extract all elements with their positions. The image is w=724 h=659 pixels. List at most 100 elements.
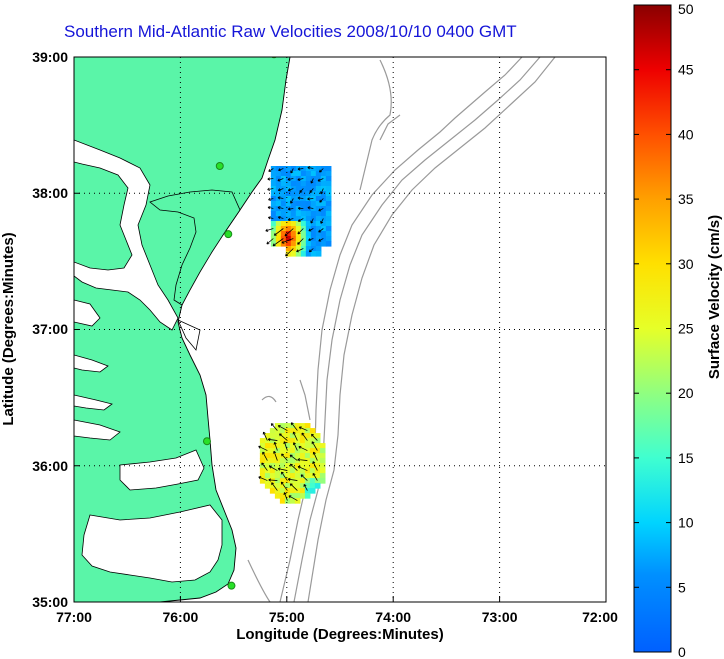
velocity-arrow (317, 178, 324, 182)
velocity-cell (279, 488, 286, 494)
velocity-cell (305, 231, 312, 237)
velocity-arrow (318, 238, 324, 242)
velocity-cell (259, 468, 266, 474)
x-axis-label: Longitude (Degrees:Minutes) (236, 626, 444, 643)
velocity-cell (310, 231, 317, 237)
velocity-cell (310, 186, 317, 192)
velocity-cell (290, 221, 297, 227)
velocity-cell (269, 473, 276, 479)
velocity-cell (299, 458, 306, 464)
velocity-arrow (310, 218, 314, 224)
velocity-cell (315, 201, 322, 207)
velocity-arrow (290, 422, 298, 431)
velocity-cell (280, 211, 287, 217)
velocity-cell (269, 483, 276, 489)
velocity-cell (259, 453, 266, 459)
velocity-cell (289, 493, 296, 499)
velocity-cell (325, 231, 332, 237)
estuaries (74, 139, 223, 583)
x-tick-label: 77:00 (56, 609, 92, 625)
velocity-cell (259, 478, 266, 484)
velocity-cell (294, 473, 301, 479)
velocity-cell (279, 448, 286, 454)
velocity-arrow (319, 198, 324, 203)
velocity-cell (299, 448, 306, 454)
velocity-cell (305, 236, 312, 242)
velocity-cell (285, 186, 292, 192)
velocity-vectors (258, 166, 324, 501)
velocity-cell (274, 478, 281, 484)
velocity-cell (320, 226, 327, 232)
velocity-arrow (290, 198, 294, 204)
velocity-cell (269, 463, 276, 469)
velocity-cell (264, 453, 271, 459)
velocity-cell (320, 166, 327, 172)
velocity-cell (259, 438, 266, 444)
colorbar-label: Surface Velocity (cm/s) (706, 215, 723, 379)
velocity-cell (295, 246, 302, 252)
velocity-cell (274, 473, 281, 479)
velocity-cell (314, 443, 321, 449)
velocity-arrow (258, 445, 268, 451)
velocity-cell (269, 433, 276, 439)
velocity-arrow (277, 216, 284, 220)
velocity-cell (284, 438, 291, 444)
velocity-cell (305, 181, 312, 187)
velocity-cell (319, 443, 326, 449)
velocity-cell (320, 206, 327, 212)
velocity-cell (294, 443, 301, 449)
velocity-cell (289, 473, 296, 479)
velocity-cell (295, 201, 302, 207)
velocity-cell (270, 186, 277, 192)
velocity-arrow (312, 451, 318, 461)
velocity-cell (285, 181, 292, 187)
velocity-field-south (259, 423, 326, 504)
velocity-cell (274, 443, 281, 449)
velocity-cell (290, 191, 297, 197)
y-tick-label: 38:00 (32, 185, 68, 201)
velocity-cell (290, 196, 297, 202)
velocity-cell (269, 438, 276, 444)
velocity-cell (275, 171, 282, 177)
velocity-cell (294, 483, 301, 489)
velocity-cell (284, 428, 291, 434)
velocity-cell (264, 443, 271, 449)
velocity-cell (304, 483, 311, 489)
velocity-cell (310, 206, 317, 212)
velocity-cell (289, 468, 296, 474)
velocity-cell (274, 493, 281, 499)
velocity-cell (299, 463, 306, 469)
velocity-cell (309, 453, 316, 459)
velocity-cell (315, 176, 322, 182)
velocity-arrow (285, 248, 294, 257)
velocity-cell (264, 478, 271, 484)
velocity-arrow (261, 462, 268, 471)
velocity-cell (284, 458, 291, 464)
velocity-arrow (271, 482, 278, 491)
velocity-cell (314, 433, 321, 439)
velocity-cell (279, 443, 286, 449)
velocity-cell (299, 433, 306, 439)
velocity-cell (294, 438, 301, 444)
velocity-arrow (318, 228, 324, 233)
velocity-cell (299, 438, 306, 444)
velocity-cell (270, 181, 277, 187)
velocity-cell (304, 448, 311, 454)
velocity-cell (309, 443, 316, 449)
velocity-cell (264, 458, 271, 464)
velocity-cell (285, 246, 292, 252)
velocity-cell (305, 211, 312, 217)
velocity-cell (279, 493, 286, 499)
velocity-cell (294, 428, 301, 434)
y-tick-label: 36:00 (32, 458, 68, 474)
velocity-cell (305, 251, 312, 257)
velocity-cell (279, 468, 286, 474)
velocity-arrow (287, 188, 294, 192)
velocity-cell (315, 171, 322, 177)
velocity-cell (305, 241, 312, 247)
velocity-cell (290, 216, 297, 222)
velocity-cell (310, 251, 317, 257)
velocity-cell (290, 251, 297, 257)
velocity-cell (315, 186, 322, 192)
velocity-cell (300, 216, 307, 222)
